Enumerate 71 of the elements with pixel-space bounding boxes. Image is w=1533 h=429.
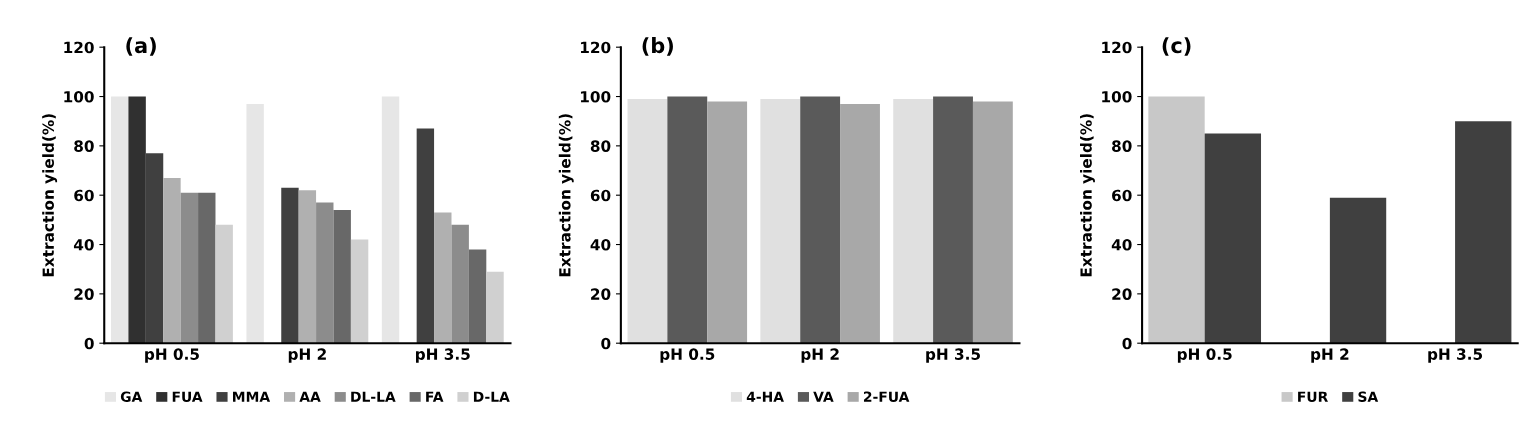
y-tick-label: 100 [1102, 90, 1132, 103]
bar [298, 190, 317, 344]
bar [1204, 133, 1262, 344]
bar [316, 202, 334, 344]
legend-label: AA [299, 391, 321, 402]
bar [350, 239, 369, 344]
y-tick-label: 20 [1112, 288, 1132, 300]
bar [198, 192, 216, 344]
x-tick-label: pH 0.5 [660, 348, 715, 363]
legend-label: MMA [233, 391, 271, 402]
x-tick-label: pH 2 [801, 348, 839, 363]
x-tick-label: pH 3.5 [1428, 348, 1483, 363]
annotation: (a) [126, 37, 156, 56]
bar [468, 249, 487, 344]
bar [145, 153, 164, 344]
bar [451, 224, 469, 344]
bar [246, 103, 264, 344]
y-axis-title: Extraction yield(%) [558, 114, 574, 277]
bar [215, 224, 233, 344]
y-tick-label: 100 [580, 90, 611, 103]
bar [1329, 197, 1387, 344]
y-tick-label: 60 [1112, 189, 1132, 202]
y-tick-label: 0 [601, 337, 611, 350]
y-tick-label: 80 [590, 140, 611, 152]
legend-label: 2-FUA [863, 391, 910, 402]
x-tick-label: pH 0.5 [1177, 348, 1232, 363]
bar [486, 271, 504, 344]
annotation: (b) [642, 37, 673, 56]
y-axis-title: Extraction yield(%) [1080, 114, 1095, 277]
bar [1148, 96, 1205, 344]
y-tick-label: 120 [1102, 41, 1132, 54]
bar [1455, 121, 1512, 344]
x-tick-label: pH 2 [288, 348, 326, 363]
y-tick-label: 80 [1112, 140, 1132, 152]
y-tick-label: 40 [1111, 239, 1132, 251]
legend-label: DL-LA [351, 391, 396, 402]
annotation: (c) [1162, 37, 1191, 56]
bar [281, 187, 299, 344]
x-tick-label: pH 3.5 [416, 348, 470, 363]
y-tick-label: 120 [64, 41, 94, 54]
y-tick-label: 120 [580, 41, 611, 54]
y-tick-label: 80 [74, 140, 94, 152]
bar [333, 210, 351, 344]
x-tick-label: pH 3.5 [926, 348, 980, 363]
legend-label: FUA [172, 391, 203, 402]
y-tick-label: 20 [74, 288, 94, 300]
y-tick-label: 60 [74, 189, 94, 202]
legend-label: FUR [1298, 391, 1329, 402]
legend-label: SA [1358, 391, 1379, 402]
bar [434, 212, 452, 344]
y-tick-label: 0 [1122, 337, 1132, 350]
y-axis-title: Extraction yield(%) [42, 114, 58, 277]
bar [416, 128, 435, 344]
bar [128, 96, 146, 344]
bar [381, 96, 400, 344]
bar [111, 96, 129, 344]
legend-label: 4-HA [746, 391, 784, 402]
legend-label: FA [426, 391, 444, 402]
legend-label: D-LA [473, 391, 510, 402]
bar [163, 177, 181, 344]
y-tick-label: 40 [73, 239, 94, 251]
y-tick-label: 40 [590, 239, 611, 251]
legend-label: VA [813, 391, 834, 402]
y-tick-label: 0 [84, 337, 94, 350]
x-tick-label: pH 2 [1311, 348, 1349, 363]
bar [180, 192, 199, 344]
y-tick-label: 20 [591, 288, 611, 300]
legend-label: GA [120, 391, 143, 402]
x-tick-label: pH 0.5 [145, 348, 199, 363]
y-tick-label: 100 [64, 90, 94, 103]
y-tick-label: 60 [590, 189, 611, 202]
